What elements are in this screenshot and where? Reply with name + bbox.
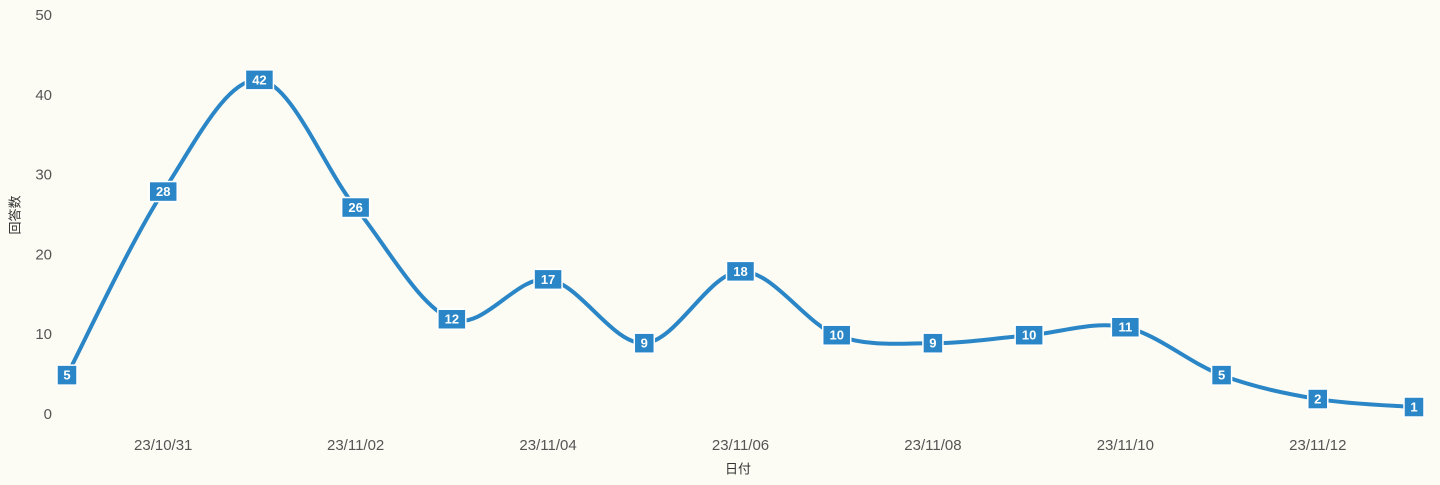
data-label: 9 xyxy=(929,336,936,351)
y-tick-label: 30 xyxy=(35,167,52,184)
data-label: 28 xyxy=(156,184,170,199)
data-label: 42 xyxy=(252,72,266,87)
data-label-box xyxy=(1110,316,1141,338)
x-axis-label: 日付 xyxy=(725,461,751,476)
x-tick-label: 23/11/04 xyxy=(519,437,576,454)
x-tick-label: 23/11/08 xyxy=(904,437,961,454)
x-tick-label: 23/11/02 xyxy=(327,437,384,454)
line xyxy=(65,77,1415,410)
data-label-box xyxy=(821,324,852,346)
data-label: 2 xyxy=(1314,391,1321,406)
data-label: 18 xyxy=(733,264,747,279)
y-tick-label: 10 xyxy=(35,326,52,343)
x-tick-label: 23/11/12 xyxy=(1289,437,1346,454)
data-label-box xyxy=(244,69,275,91)
data-label: 5 xyxy=(1218,368,1225,383)
x-tick-label: 23/10/31 xyxy=(134,437,192,454)
x-tick-label: 23/11/06 xyxy=(712,437,769,454)
data-label-box xyxy=(1307,388,1329,410)
data-label-box xyxy=(1403,396,1425,418)
y-tick-label: 40 xyxy=(35,87,52,104)
data-label: 1 xyxy=(1410,399,1417,414)
y-tick-label: 50 xyxy=(35,7,52,24)
data-label-box xyxy=(1014,324,1044,346)
data-label: 26 xyxy=(348,200,362,215)
data-label: 10 xyxy=(1022,328,1036,343)
data-label: 17 xyxy=(541,272,555,287)
data-label-box xyxy=(725,260,756,283)
data-label-box xyxy=(633,332,656,354)
data-label: 10 xyxy=(829,328,843,343)
data-label-box xyxy=(1210,364,1233,386)
y-tick-label: 0 xyxy=(44,406,52,423)
data-label-box xyxy=(533,268,563,291)
y-axis-label: 回答数 xyxy=(7,195,22,234)
data-label-box xyxy=(56,364,78,386)
data-label: 12 xyxy=(445,312,459,327)
data-label-box xyxy=(922,332,944,354)
data-label-box xyxy=(148,180,178,203)
x-tick-label: 23/11/10 xyxy=(1097,437,1154,454)
data-label: 5 xyxy=(63,368,70,383)
data-label: 11 xyxy=(1118,320,1132,335)
data-label: 9 xyxy=(641,336,648,351)
data-label-box xyxy=(437,308,467,330)
data-label-box xyxy=(340,196,371,219)
y-tick-label: 20 xyxy=(35,246,52,263)
